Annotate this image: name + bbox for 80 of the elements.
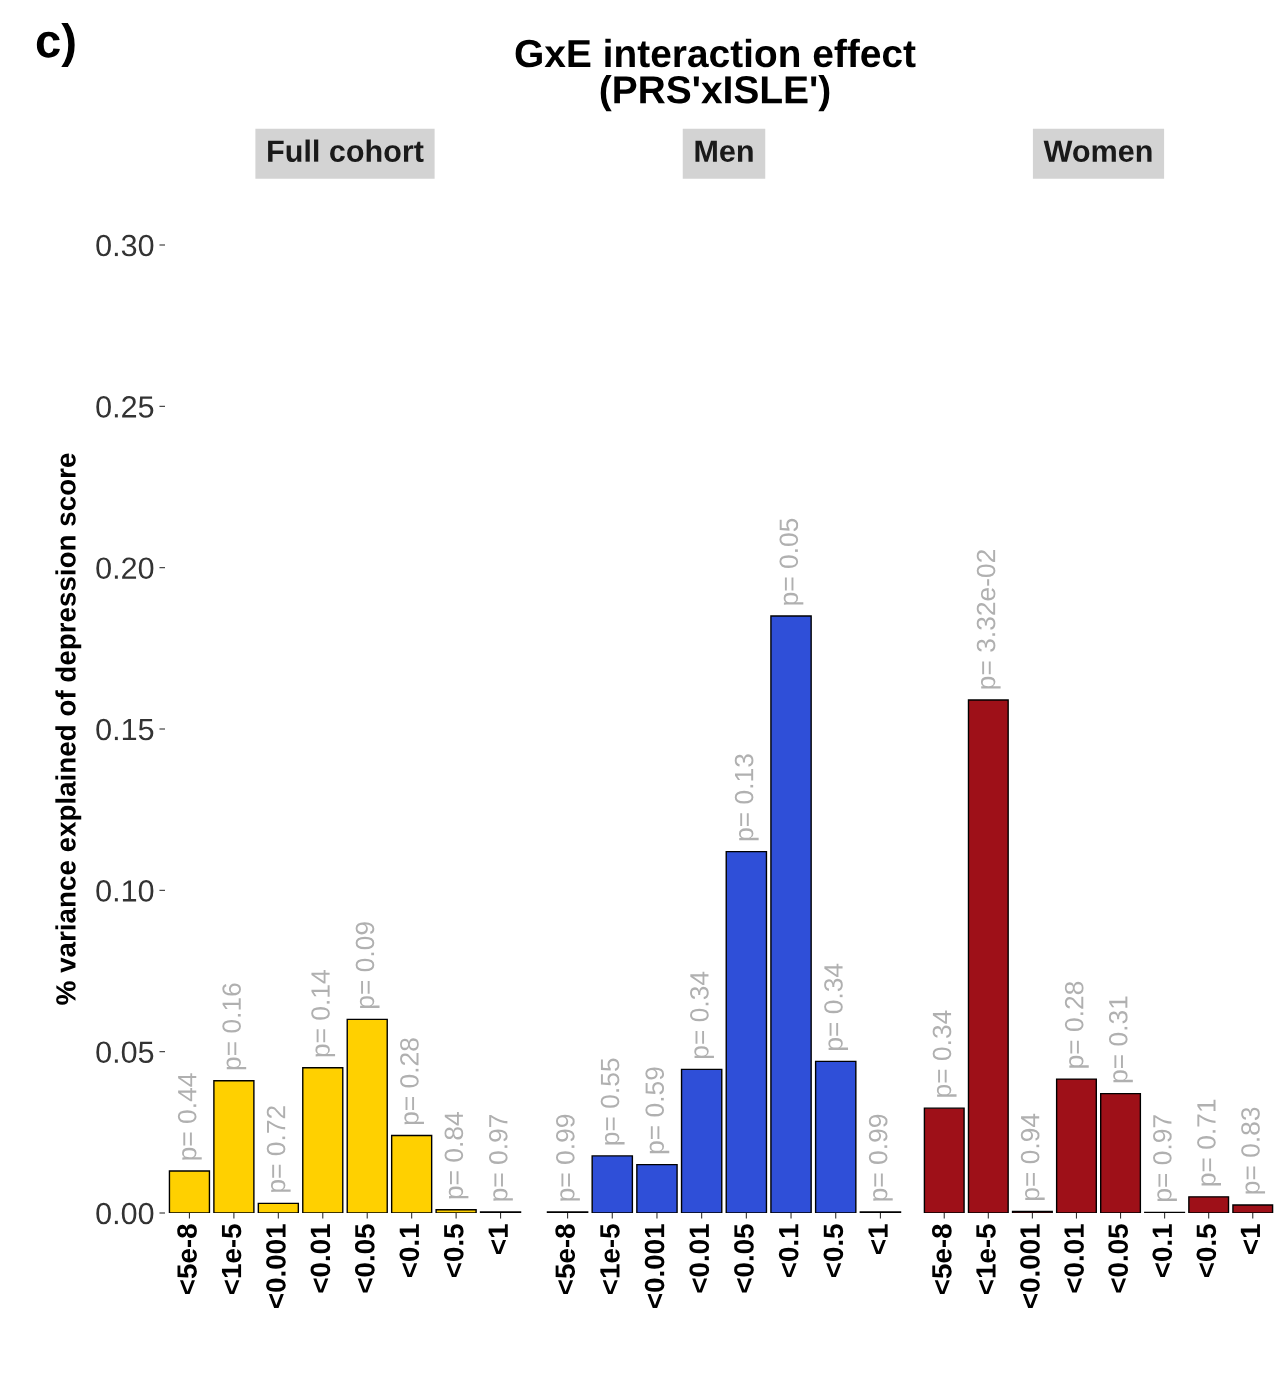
annotation: p= 0.83 bbox=[1241, 1107, 1266, 1194]
bar bbox=[680, 1068, 723, 1213]
annotation: p= 0.94 bbox=[1020, 1113, 1045, 1200]
x-tick-label: <0.05 bbox=[734, 1224, 754, 1293]
annotation: p= 0.44 bbox=[177, 1073, 202, 1160]
x-tick-label: <0.5 bbox=[1196, 1224, 1217, 1278]
annotation: p= 0.97 bbox=[488, 1114, 513, 1201]
x-tick-label: <5e-8 bbox=[555, 1224, 576, 1295]
x-tick-label: <0.001 bbox=[266, 1224, 286, 1308]
annotation: p= 0.71 bbox=[1197, 1099, 1221, 1186]
bar bbox=[725, 850, 768, 1213]
annotation: p= 0.34 bbox=[932, 1010, 957, 1097]
bar bbox=[257, 1202, 300, 1213]
x-tick-label: <1 bbox=[488, 1224, 508, 1254]
x-tick-label: <0.01 bbox=[310, 1224, 331, 1293]
bar bbox=[1188, 1196, 1230, 1213]
annotation: p= 0.34 bbox=[690, 971, 714, 1059]
annotation: p= 0.34 bbox=[824, 963, 849, 1050]
x-tick-label: <5e-8 bbox=[177, 1224, 197, 1295]
x-tick-label: <0.001 bbox=[1020, 1224, 1040, 1308]
bar bbox=[1055, 1078, 1097, 1213]
bar bbox=[346, 1018, 388, 1213]
annotation: p= 0.16 bbox=[222, 983, 247, 1070]
annotation: p= 0.97 bbox=[1153, 1115, 1177, 1201]
y-tick-label: 0.25 bbox=[96, 396, 154, 418]
chart-title: Full cohort bbox=[268, 139, 424, 162]
y-axis-title: % variance explained of depression score bbox=[55, 453, 82, 1005]
annotation: p= 0.31 bbox=[1108, 996, 1133, 1083]
y-tick-label: 0.15 bbox=[96, 718, 154, 741]
y-tick-label: 0.10 bbox=[96, 880, 154, 902]
annotation: p= 0.28 bbox=[400, 1038, 424, 1125]
x-tick-label: <1 bbox=[868, 1224, 888, 1254]
x-tick-label: <0.001 bbox=[644, 1224, 665, 1308]
annotation: p= 0.59 bbox=[645, 1067, 670, 1154]
bar bbox=[168, 1170, 211, 1213]
annotation: p= 0.72 bbox=[266, 1106, 291, 1192]
x-tick-label: <0.05 bbox=[1108, 1224, 1128, 1293]
y-tick-label: 0.30 bbox=[96, 234, 154, 257]
bar bbox=[770, 615, 812, 1213]
x-tick-label: <0.01 bbox=[689, 1224, 710, 1293]
x-tick-label: <0.05 bbox=[355, 1224, 375, 1293]
bar bbox=[923, 1107, 965, 1213]
annotation: p= 0.99 bbox=[555, 1114, 580, 1201]
text: GxE interaction effect (PRS'xISLE') bbox=[515, 38, 916, 112]
bar bbox=[302, 1067, 344, 1213]
x-tick-label: <0.5 bbox=[443, 1224, 464, 1278]
annotation: p= 0.14 bbox=[311, 970, 336, 1057]
bar bbox=[1232, 1204, 1274, 1213]
bar bbox=[591, 1155, 634, 1213]
y-tick-label: 0.00 bbox=[96, 1202, 154, 1225]
bar bbox=[390, 1134, 433, 1213]
chart-title: Women bbox=[1043, 140, 1152, 162]
bar bbox=[636, 1163, 678, 1213]
x-tick-label: <0.1 bbox=[399, 1224, 420, 1278]
x-tick-label: <0.1 bbox=[778, 1224, 799, 1278]
bar bbox=[1100, 1092, 1142, 1213]
x-tick-label: <5e-8 bbox=[932, 1224, 952, 1295]
chart-title: Men bbox=[695, 140, 753, 162]
y-tick-label: 0.05 bbox=[96, 1041, 154, 1064]
y-tick-label: 0.20 bbox=[96, 557, 154, 580]
annotation: p= 0.28 bbox=[1064, 981, 1089, 1068]
annotation: p= 3.32e-02 bbox=[976, 550, 1001, 689]
annotation: p= 0.99 bbox=[868, 1114, 893, 1201]
x-tick-label: <0.5 bbox=[823, 1224, 844, 1278]
annotation: p= 0.55 bbox=[600, 1058, 625, 1145]
x-tick-label: <0.01 bbox=[1064, 1224, 1084, 1293]
bar bbox=[213, 1080, 255, 1213]
x-tick-label: <1 bbox=[1240, 1224, 1260, 1254]
bar bbox=[967, 699, 1009, 1213]
x-tick-label: <1e-5 bbox=[600, 1224, 620, 1295]
bar bbox=[814, 1060, 857, 1213]
x-tick-label: <1e-5 bbox=[976, 1224, 996, 1295]
bar bbox=[435, 1209, 477, 1213]
annotation: p= 0.13 bbox=[734, 754, 759, 841]
annotation: p= 0.05 bbox=[779, 518, 804, 605]
annotation: p= 0.09 bbox=[355, 922, 380, 1009]
text: c) bbox=[36, 22, 75, 68]
x-tick-label: <1e-5 bbox=[221, 1224, 242, 1295]
annotation: p= 0.84 bbox=[444, 1112, 469, 1199]
x-tick-label: <0.1 bbox=[1152, 1224, 1173, 1278]
